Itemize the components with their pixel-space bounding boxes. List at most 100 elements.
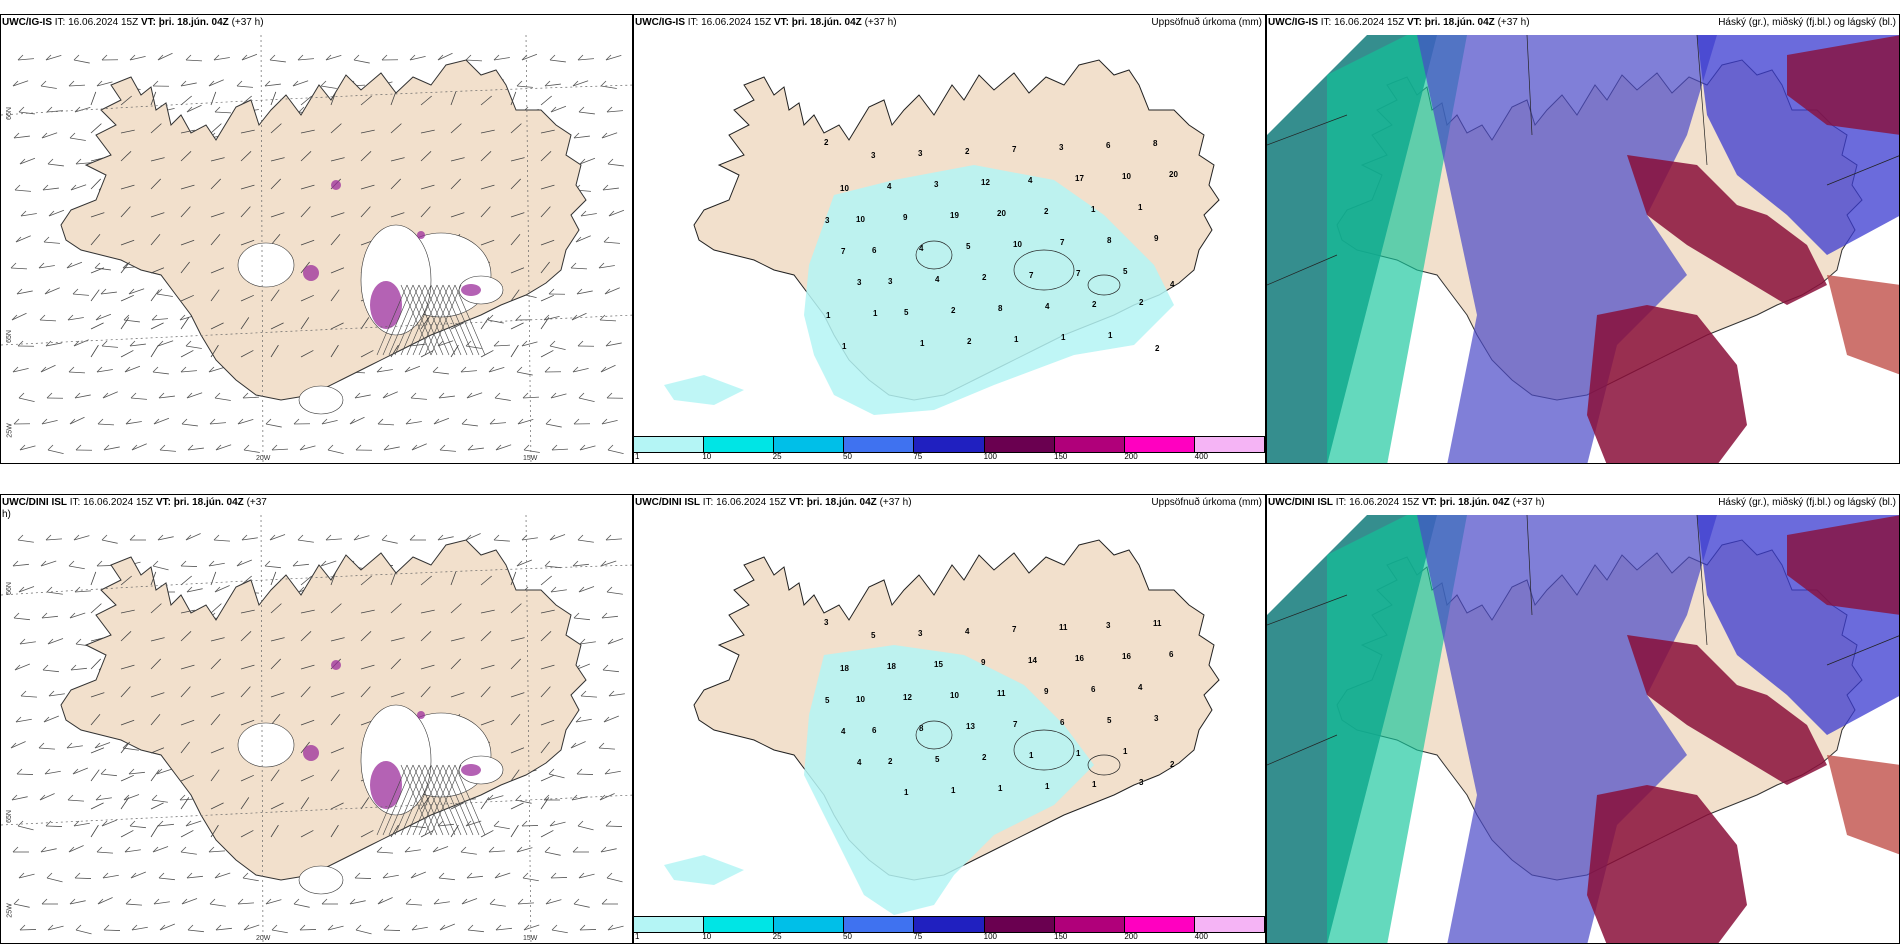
wind-barb-flag xyxy=(576,288,583,295)
wind-barb xyxy=(214,872,231,879)
wind-barb xyxy=(360,609,375,614)
wind-barb-flag xyxy=(236,560,243,567)
wind-barb xyxy=(240,664,255,670)
wind-barb xyxy=(210,178,222,190)
glacier-outline xyxy=(1087,274,1121,296)
wind-barb xyxy=(270,603,282,614)
legend-swatch xyxy=(1194,917,1265,932)
wind-barb-flag xyxy=(354,872,361,879)
precip-value: 7 xyxy=(1013,720,1018,729)
wind-barb-flag xyxy=(577,820,584,827)
wind-barb xyxy=(120,294,134,302)
wind-barb-flag xyxy=(405,898,412,905)
wind-barb xyxy=(544,565,561,569)
wind-barb xyxy=(124,365,141,373)
wind-barb xyxy=(240,686,251,698)
wind-barb xyxy=(240,609,255,614)
wind-barb xyxy=(300,206,311,218)
wind-barb xyxy=(150,824,159,838)
wind-barb xyxy=(489,903,506,907)
wind-barb xyxy=(575,235,591,243)
wind-barb xyxy=(208,562,225,567)
precip-value: 10 xyxy=(1122,172,1131,181)
wind-barb-flag xyxy=(382,392,389,399)
wind-barb xyxy=(321,420,338,425)
legend-swatch xyxy=(914,917,985,932)
wind-barb xyxy=(480,350,494,358)
wind-barb-flag xyxy=(12,366,19,373)
precip-value: 3 xyxy=(1106,621,1111,630)
wind-barb-flag xyxy=(123,794,130,801)
wind-barb-flag xyxy=(75,638,82,645)
wind-barb xyxy=(580,213,597,217)
wind-barb xyxy=(157,340,174,347)
wind-barb-flag xyxy=(18,392,25,399)
wind-barb xyxy=(579,157,596,165)
wind-barb xyxy=(185,345,202,349)
wind-barb xyxy=(493,539,510,542)
wind-barb xyxy=(180,630,192,642)
wind-barb-flag xyxy=(495,924,502,931)
wind-barb xyxy=(74,590,91,593)
wind-barb xyxy=(480,797,490,810)
wind-barb xyxy=(292,80,309,87)
wind-barb xyxy=(450,322,464,330)
wind-barb xyxy=(47,925,64,931)
legend-swatch xyxy=(984,437,1055,452)
wind-barb-flag xyxy=(269,534,276,541)
wind-barb xyxy=(180,239,195,246)
wind-barb-flag xyxy=(159,924,166,931)
wind-barb xyxy=(450,212,465,218)
wind-barb-flag xyxy=(293,418,300,425)
wind-barb xyxy=(575,718,592,723)
wind-barb xyxy=(510,123,522,134)
wind-barb xyxy=(461,423,478,427)
wind-barb-flag xyxy=(129,820,136,827)
wind-barb xyxy=(150,344,159,358)
wind-barb-flag xyxy=(487,794,494,801)
wind-barb xyxy=(544,851,561,856)
wind-barb xyxy=(96,369,113,373)
wind-barb xyxy=(210,344,219,358)
wind-barb-flag xyxy=(327,924,334,931)
wind-barb-flag xyxy=(97,898,104,905)
wind-barb xyxy=(180,317,190,330)
wind-barb xyxy=(521,53,538,61)
wind-barb xyxy=(405,421,422,425)
wind-barb-flag xyxy=(377,898,384,905)
wind-barb-flag xyxy=(404,366,411,373)
wind-barb xyxy=(17,58,34,61)
wind-barb-flag xyxy=(181,898,188,905)
wind-barb-flag xyxy=(14,664,21,671)
wind-barb xyxy=(437,340,454,347)
precip-value: 1 xyxy=(1061,333,1066,342)
wind-barb xyxy=(510,824,519,838)
precip-value: 4 xyxy=(919,244,924,253)
wind-barb-flag xyxy=(185,820,192,827)
wind-barb-flag xyxy=(598,742,605,749)
wind-barb xyxy=(439,449,456,452)
wind-barb xyxy=(510,714,521,726)
wind-barb-flag xyxy=(10,742,17,749)
wind-barb xyxy=(420,664,435,670)
wind-barb xyxy=(571,312,587,321)
wind-barb xyxy=(68,371,85,374)
wind-barb xyxy=(41,420,58,425)
wind-barb-flag xyxy=(299,444,306,451)
wind-barb-flag xyxy=(47,158,54,165)
glacier xyxy=(237,722,295,768)
wind-barb-flag xyxy=(40,560,47,567)
legend-swatch xyxy=(704,917,775,932)
wind-barb-flag xyxy=(607,924,614,931)
wind-barb-flag xyxy=(601,612,608,619)
wind-barb-flag xyxy=(572,560,579,567)
wind-barb xyxy=(128,288,145,295)
wind-barb-flag xyxy=(438,872,445,879)
wind-barb xyxy=(120,741,130,754)
precip-value: 1 xyxy=(1138,203,1143,212)
precip-value: 2 xyxy=(1155,344,1160,353)
wind-barb xyxy=(66,745,83,749)
wind-barb-flag xyxy=(607,444,614,451)
wind-barb-flag xyxy=(437,54,444,61)
